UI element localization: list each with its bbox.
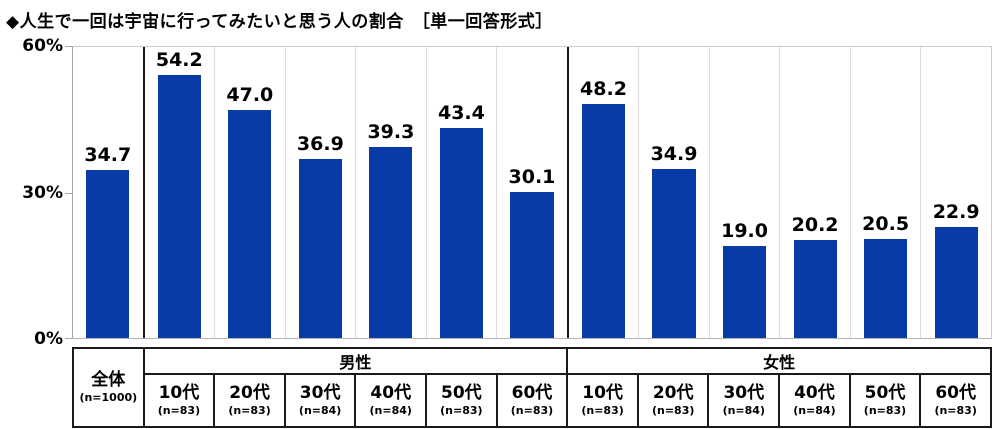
n-label: (n=83) (934, 404, 977, 417)
bar (934, 226, 978, 338)
table-cell-男性-30代: 30代 (n=84) (283, 373, 357, 428)
n-label: (n=83) (863, 404, 907, 417)
age-label: 40代 (370, 382, 412, 403)
chart-column-全体-全体: 34.7 (73, 47, 145, 338)
table-group-header-女性: 女性 (566, 347, 992, 375)
bar-value-label: 54.2 (155, 49, 203, 72)
bar-value-label: 39.3 (367, 121, 415, 144)
table-cell-男性-60代: 60代 (n=83) (495, 373, 569, 428)
bar (298, 159, 342, 338)
chart-column-男性-20代: 47.0 (215, 47, 286, 338)
age-label: 30代 (299, 382, 341, 403)
bar (652, 168, 696, 338)
bar-value-label: 19.0 (721, 219, 768, 242)
overall-n-label: (n=1000) (79, 390, 138, 404)
age-label: 10代 (582, 382, 623, 403)
bar-value-label: 47.0 (226, 84, 274, 107)
y-tick-mark (65, 46, 72, 47)
chart-column-女性-50代: 20.5 (851, 47, 922, 338)
bar (86, 169, 130, 338)
y-tick-label-30: 30% (22, 182, 63, 203)
table-group-header-男性: 男性 (142, 347, 569, 375)
bar-value-label: 30.1 (508, 166, 556, 189)
n-label: (n=83) (510, 404, 554, 417)
bar-value-label: 20.2 (791, 214, 839, 237)
y-tick-mark (65, 192, 72, 194)
chart-column-男性-60代: 30.1 (497, 47, 569, 338)
bar (722, 245, 767, 338)
chart-column-男性-50代: 43.4 (427, 47, 498, 338)
age-label: 50代 (441, 382, 482, 403)
n-label: (n=83) (651, 404, 695, 417)
bottom-table: 全体 (n=1000) 男性 女性 10代 (n=83) 20代 (n=83) 30代 (n=84… (72, 347, 992, 428)
chart-column-女性-60代: 22.9 (921, 47, 991, 338)
table-cell-男性-40代: 40代 (n=84) (354, 373, 428, 428)
page-title: ◆人生で一回は宇宙に行ってみたいと思う人の割合 ［単一回答形式］ (6, 12, 553, 32)
table-cell-overall: 全体 (n=1000) (72, 347, 145, 428)
bar (510, 192, 554, 338)
age-label: 30代 (723, 382, 765, 403)
bar-value-label: 34.9 (650, 142, 698, 165)
age-label: 50代 (864, 382, 906, 403)
y-tick-label-60: 60% (22, 36, 63, 56)
y-tick-mark (65, 338, 72, 339)
table-cell-女性-60代: 60代 (n=83) (919, 373, 992, 428)
age-label: 60代 (935, 382, 976, 403)
bar (864, 238, 908, 338)
overall-label: 全体 (91, 370, 126, 391)
plot-area: 34.7 54.2 47.0 36.9 39.3 43.4 30.1 48.2 34.9 19.0… (72, 46, 992, 339)
age-label: 40代 (794, 382, 835, 403)
n-label: (n=83) (440, 404, 483, 417)
bar (793, 240, 837, 338)
bar (581, 104, 626, 338)
n-label: (n=84) (298, 404, 342, 417)
chart-column-女性-10代: 48.2 (569, 47, 640, 338)
chart-column-男性-40代: 39.3 (356, 47, 427, 338)
n-label: (n=84) (722, 404, 765, 417)
bar-value-label: 43.4 (437, 101, 485, 124)
y-tick-label-0: 0% (34, 329, 63, 349)
n-label: (n=83) (228, 404, 271, 417)
bar-value-label: 36.9 (296, 133, 344, 156)
bar-value-label: 34.7 (84, 143, 132, 166)
age-label: 20代 (229, 382, 270, 403)
table-cell-男性-10代: 10代 (n=83) (142, 373, 216, 428)
bar (439, 127, 483, 338)
n-label: (n=83) (581, 404, 624, 417)
chart-column-男性-30代: 36.9 (286, 47, 357, 338)
table-cell-男性-50代: 50代 (n=83) (425, 373, 498, 428)
bar-value-label: 20.5 (862, 212, 910, 235)
chart-column-女性-40代: 20.2 (780, 47, 851, 338)
bar-value-label: 22.9 (932, 200, 980, 223)
table-cell-女性-30代: 30代 (n=84) (707, 373, 781, 428)
table-cell-女性-10代: 10代 (n=83) (566, 373, 639, 428)
n-label: (n=83) (157, 404, 201, 417)
chart-column-女性-30代: 19.0 (710, 47, 781, 338)
bar (369, 147, 413, 338)
age-label: 10代 (158, 382, 200, 403)
bar-value-label: 48.2 (580, 78, 627, 101)
n-label: (n=84) (793, 404, 836, 417)
bar (157, 75, 201, 338)
n-label: (n=84) (369, 404, 412, 417)
bar (228, 110, 272, 338)
table-cell-女性-40代: 40代 (n=84) (778, 373, 851, 428)
table-cell-女性-50代: 50代 (n=83) (848, 373, 922, 428)
chart-column-男性-10代: 54.2 (145, 47, 216, 338)
chart-column-女性-20代: 34.9 (639, 47, 710, 338)
table-cell-男性-20代: 20代 (n=83) (213, 373, 286, 428)
table-cell-女性-20代: 20代 (n=83) (636, 373, 710, 428)
age-label: 60代 (511, 382, 553, 403)
age-label: 20代 (652, 382, 694, 403)
